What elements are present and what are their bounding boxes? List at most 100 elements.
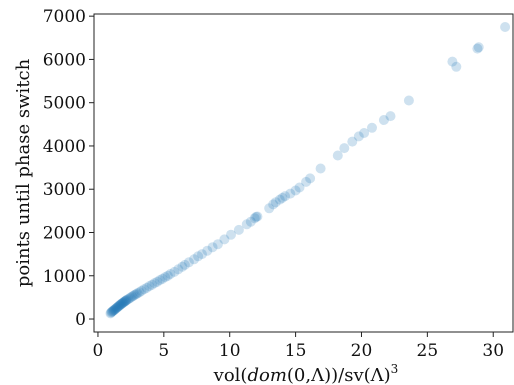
- data-point: [106, 307, 117, 318]
- data-point: [202, 245, 213, 256]
- data-point: [270, 197, 281, 208]
- data-point: [315, 163, 326, 174]
- data-point: [473, 42, 484, 53]
- data-point: [120, 296, 130, 307]
- data-point: [233, 224, 244, 235]
- data-point: [136, 285, 147, 296]
- data-point: [179, 259, 190, 270]
- data-point: [141, 282, 152, 293]
- data-point: [274, 194, 285, 205]
- plot-frame: [93, 13, 514, 333]
- data-point: [226, 229, 236, 240]
- data-point: [249, 213, 260, 224]
- data-point: [119, 296, 130, 307]
- data-point: [106, 306, 117, 317]
- x-axis-label-pre: vol(: [213, 365, 248, 385]
- x-tick-label: 10: [219, 341, 241, 361]
- x-axis-label-italic: dom: [247, 365, 286, 385]
- data-point: [500, 22, 511, 32]
- data-point: [120, 295, 131, 306]
- data-point: [268, 199, 279, 210]
- data-point: [110, 304, 121, 315]
- data-point: [114, 300, 124, 311]
- data-point: [189, 254, 200, 265]
- data-point: [165, 269, 176, 279]
- data-point: [118, 297, 129, 308]
- data-point: [280, 191, 291, 202]
- data-point: [339, 143, 350, 154]
- data-point: [193, 251, 204, 262]
- y-tick-label: 6000: [43, 50, 86, 70]
- y-tick-label: 7000: [43, 7, 86, 27]
- data-point: [154, 275, 165, 286]
- data-point: [147, 279, 157, 290]
- data-point: [123, 294, 134, 305]
- data-point: [385, 111, 396, 122]
- data-point: [277, 192, 288, 203]
- data-point: [197, 249, 207, 260]
- data-point: [177, 261, 188, 272]
- data-point: [169, 266, 180, 277]
- data-point: [105, 308, 116, 319]
- x-tick-label: 30: [482, 341, 504, 361]
- data-point: [115, 299, 126, 310]
- data-point: [252, 211, 263, 222]
- data-point: [116, 298, 127, 309]
- y-tick-label: 2000: [43, 223, 86, 243]
- data-point: [173, 264, 184, 275]
- data-point: [121, 295, 132, 306]
- data-point: [124, 293, 135, 304]
- data-point: [451, 61, 462, 72]
- y-tick-label: 0: [75, 310, 86, 330]
- x-tick-label: 5: [158, 341, 169, 361]
- data-point: [447, 56, 458, 67]
- data-point: [110, 303, 121, 314]
- data-point: [160, 272, 171, 283]
- data-point: [212, 239, 223, 250]
- data-point: [332, 150, 343, 161]
- x-tick-label: 0: [93, 341, 104, 361]
- data-point: [251, 211, 262, 222]
- data-point: [149, 278, 160, 289]
- x-tick-label: 20: [351, 341, 373, 361]
- data-point: [112, 301, 123, 312]
- data-points: [105, 22, 511, 319]
- data-point: [134, 287, 145, 298]
- data-point: [127, 291, 138, 302]
- data-point: [157, 273, 168, 284]
- data-point: [107, 306, 118, 317]
- data-point: [112, 302, 123, 313]
- data-point: [128, 290, 139, 301]
- data-point: [131, 289, 142, 300]
- data-point: [111, 303, 122, 313]
- data-point: [125, 292, 136, 303]
- data-point: [359, 128, 370, 138]
- data-point: [241, 219, 252, 230]
- data-point: [109, 304, 120, 315]
- data-point: [472, 43, 483, 54]
- y-tick-label: 3000: [43, 180, 86, 200]
- data-point: [353, 131, 364, 142]
- data-point: [139, 284, 150, 295]
- data-point: [403, 95, 414, 106]
- data-point: [290, 185, 301, 196]
- data-point: [144, 281, 155, 292]
- data-point: [108, 305, 119, 316]
- data-point: [114, 300, 125, 311]
- y-tick-label: 4000: [43, 137, 86, 157]
- data-point: [118, 297, 128, 308]
- data-point: [113, 301, 124, 312]
- data-point: [245, 216, 256, 227]
- x-tick-label: 25: [417, 341, 439, 361]
- data-point: [117, 298, 128, 309]
- x-tick-label: 15: [285, 341, 307, 361]
- data-point: [347, 136, 358, 147]
- x-axis-label-mid: (0,Λ))/sv(Λ): [287, 365, 391, 385]
- data-point: [301, 176, 312, 187]
- y-axis: 0 1000 2000 3000 4000 5000 6000 7000: [43, 7, 94, 330]
- y-axis-label: points until phase switch: [13, 58, 34, 287]
- data-point: [129, 289, 140, 300]
- data-point: [294, 182, 305, 193]
